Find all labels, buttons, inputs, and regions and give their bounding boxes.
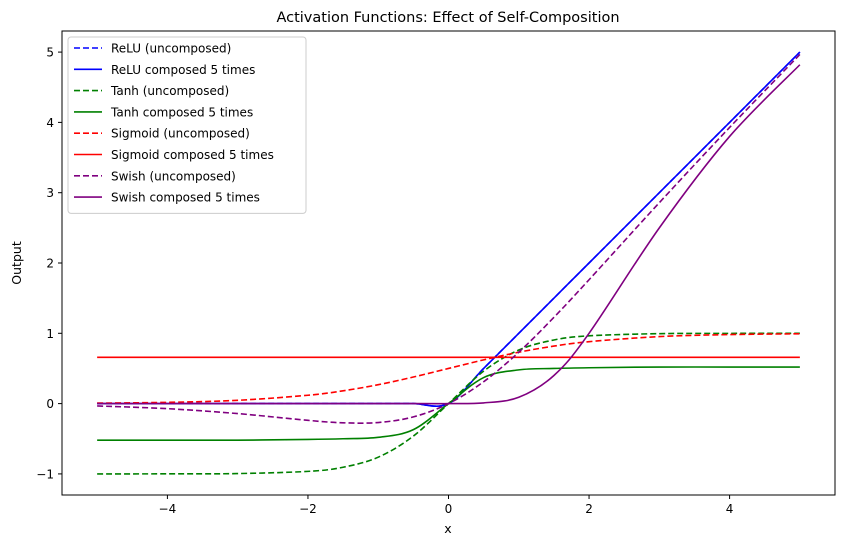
series-line-swish-uncomposed [97,53,801,424]
y-tick-label: 3 [46,186,54,200]
legend-label: ReLU composed 5 times [111,63,255,77]
series-line-sigmoid-uncomposed [97,333,800,404]
legend-box [67,36,307,214]
y-axis-label: Output [9,241,24,285]
legend-label: Sigmoid (uncomposed) [111,127,250,141]
legend-label: Swish (uncomposed) [111,169,236,183]
legend-label: Swish composed 5 times [111,191,260,205]
x-axis-label: x [444,521,451,536]
x-tick-label: 0 [445,502,453,516]
x-tick-label: −4 [159,502,177,516]
y-tick-label: 5 [46,46,54,60]
y-tick-label: 0 [46,397,54,411]
chart-title: Activation Functions: Effect of Self-Com… [276,10,619,26]
y-tick-label: 1 [46,327,54,341]
x-tick-label: 4 [726,502,734,516]
y-tick-label: 4 [46,116,54,130]
legend-label: ReLU (uncomposed) [111,42,231,56]
y-tick-label: −1 [36,467,54,481]
y-tick-label: 2 [46,257,54,271]
legend-label: Sigmoid composed 5 times [111,148,274,162]
x-tick-label: 2 [585,502,593,516]
legend-label: Tanh (uncomposed) [110,84,229,98]
x-tick-label: −2 [299,502,317,516]
series-line-swish-composed-5-times [97,64,801,405]
legend-label: Tanh composed 5 times [110,105,253,119]
legend: ReLU (uncomposed) ReLU composed 5 times Ta… [67,36,307,214]
